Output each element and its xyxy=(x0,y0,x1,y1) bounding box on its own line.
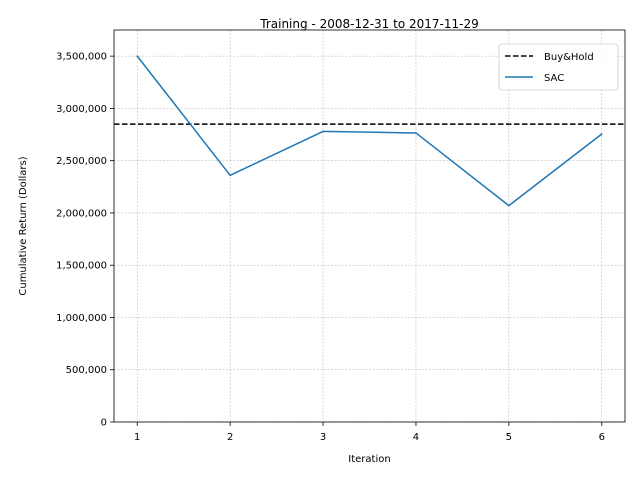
chart-title: Training - 2008-12-31 to 2017-11-29 xyxy=(259,17,478,31)
y-tick-label-5: 2,500,000 xyxy=(56,156,107,167)
y-tick-label-6: 3,000,000 xyxy=(56,104,107,115)
legend-label-sac: SAC xyxy=(544,73,564,84)
series-layer xyxy=(114,55,625,207)
legend: Buy&Hold SAC xyxy=(498,43,619,91)
sac-point-1 xyxy=(229,174,231,177)
x-tick-label-1: 2 xyxy=(227,432,233,443)
x-axis-label: Iteration xyxy=(348,454,390,465)
x-tick-label-4: 5 xyxy=(506,432,512,443)
axis-ticks: 1 2 3 4 5 6 0 500,000 1,000,000 1,500,000 2,000,00… xyxy=(56,52,605,443)
legend-box xyxy=(498,43,619,91)
plot-frame xyxy=(113,29,626,423)
y-axis-label: Cumulative Return (Dollars) xyxy=(18,156,29,295)
y-tick-label-0: 0 xyxy=(101,418,107,429)
x-tick-label-2: 3 xyxy=(320,432,326,443)
sac-point-5 xyxy=(600,133,603,135)
series-line-sac xyxy=(136,55,603,207)
x-tick-label-0: 1 xyxy=(134,432,140,443)
legend-label-buyhold: Buy&Hold xyxy=(544,52,594,63)
sac-point-0 xyxy=(136,55,139,57)
y-tick-label-7: 3,500,000 xyxy=(56,52,107,63)
sac-point-2 xyxy=(322,130,324,133)
y-tick-label-4: 2,000,000 xyxy=(56,208,107,219)
x-tick-label-3: 4 xyxy=(413,432,419,443)
sac-point-3 xyxy=(415,132,417,134)
x-tick-label-5: 6 xyxy=(599,432,605,443)
y-tick-label-1: 500,000 xyxy=(66,365,107,376)
y-tick-label-3: 1,500,000 xyxy=(56,261,107,272)
y-tick-label-2: 1,000,000 xyxy=(56,313,107,324)
sac-point-4 xyxy=(508,204,510,207)
plot-area xyxy=(114,30,625,422)
